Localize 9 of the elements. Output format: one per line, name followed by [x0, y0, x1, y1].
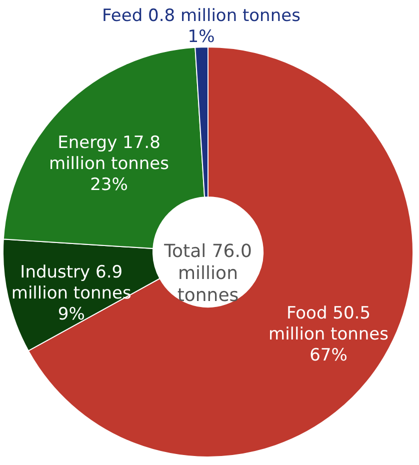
data-label: 1%	[188, 27, 215, 47]
data-label: 9%	[58, 304, 85, 325]
slice-label: Energy 17.8 million tonnes	[49, 133, 170, 174]
data-label: 67%	[310, 345, 348, 366]
data-label: 23%	[90, 175, 128, 196]
slice-label: Industry 6.9 million tonnes	[11, 262, 132, 304]
slice-label: Feed 0.8 million tonnes	[102, 6, 301, 26]
slice-label: Food 50.5 million tonnes	[268, 303, 389, 344]
text: Total 76.0 million tonnes	[163, 241, 252, 306]
